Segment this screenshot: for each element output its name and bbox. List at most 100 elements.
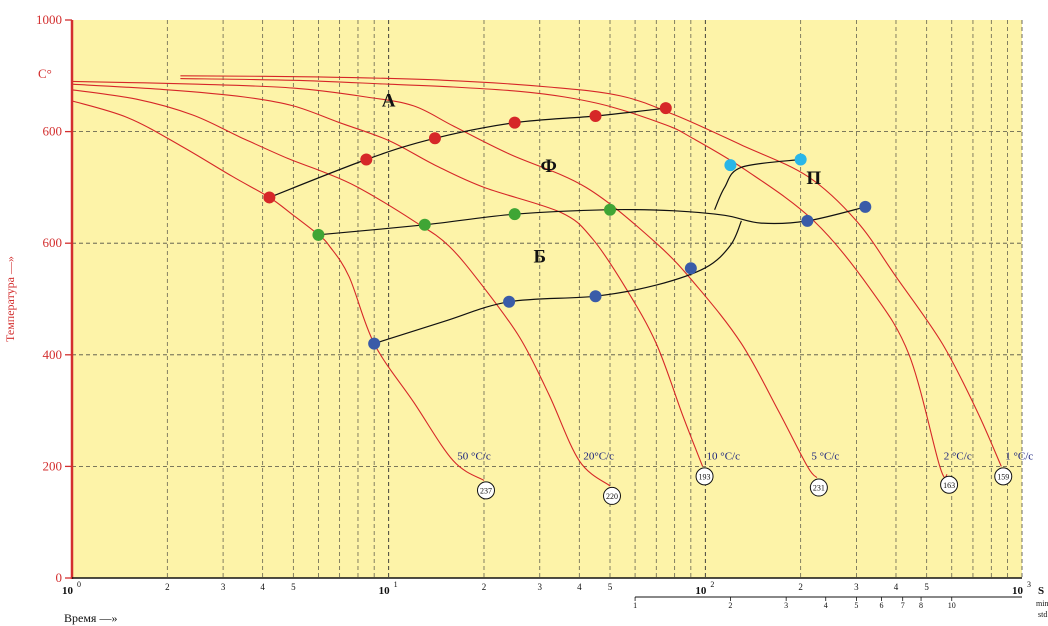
y-tick-labels: 0 200 400 600 600 1000 bbox=[36, 12, 62, 585]
x-minor-tick-label: 5 bbox=[291, 582, 296, 592]
minutes-tick-label: 2 bbox=[728, 601, 732, 610]
y-tick-label: 600 bbox=[43, 235, 63, 250]
transformation-marker bbox=[794, 153, 807, 166]
transformation-marker bbox=[312, 228, 325, 241]
cooling-rate-label: 1 °C/c bbox=[1005, 450, 1033, 462]
x-minor-tick-label: 4 bbox=[577, 582, 582, 592]
minutes-tick-label: 7 bbox=[901, 601, 905, 610]
cooling-rate-label: 10 °C/c bbox=[707, 450, 741, 462]
transformation-marker bbox=[659, 102, 672, 115]
hardness-value: 193 bbox=[699, 472, 711, 481]
minutes-tick-label: 1 bbox=[633, 601, 637, 610]
cooling-rate-label: 20°C/c bbox=[583, 450, 614, 462]
minutes-tick-label: 6 bbox=[879, 601, 883, 610]
transformation-line bbox=[318, 206, 866, 236]
phase-labels: A Ф Б П bbox=[382, 90, 822, 267]
cooling-rate-label: 5 °C/c bbox=[811, 450, 839, 462]
hardness-badge bbox=[476, 481, 495, 500]
x-major-tick-label: 10 bbox=[1012, 585, 1024, 597]
x-minor-tick-label: 4 bbox=[894, 582, 899, 592]
hardness-value: 220 bbox=[606, 492, 618, 501]
hardness-badge bbox=[695, 467, 714, 486]
transformation-markers bbox=[263, 102, 872, 350]
transformation-marker bbox=[684, 262, 697, 275]
cooling-curve bbox=[71, 83, 704, 467]
phase-label: A bbox=[382, 90, 396, 111]
transformation-marker bbox=[508, 116, 521, 129]
y-tick-label: 200 bbox=[43, 458, 63, 473]
hardness-value: 237 bbox=[480, 486, 492, 495]
y-tick-label: 400 bbox=[43, 347, 63, 362]
transformation-line bbox=[714, 158, 801, 210]
cooling-curve bbox=[71, 80, 818, 478]
phase-label: Б bbox=[533, 247, 546, 268]
x-minor-tick-label: 2 bbox=[482, 582, 487, 592]
hardness-badge bbox=[994, 467, 1013, 486]
minutes-scale: 1 2 3 4 5 6 7 8 10 bbox=[633, 596, 1022, 610]
x-unit-seconds: S bbox=[1038, 585, 1044, 597]
transformation-marker bbox=[418, 218, 431, 231]
minutes-tick-label: 8 bbox=[919, 601, 923, 610]
x-minor-tick-label: 5 bbox=[608, 582, 613, 592]
hardness-value: 163 bbox=[943, 481, 955, 490]
x-minor-tick-label: 2 bbox=[798, 582, 803, 592]
x-minor-tick-label: 2 bbox=[165, 582, 170, 592]
x-minor-tick-label: 5 bbox=[924, 582, 929, 592]
cooling-curve bbox=[71, 89, 611, 487]
x-major-tick-label: 10 bbox=[62, 585, 74, 597]
horizontal-grid bbox=[72, 131, 1022, 467]
hardness-badge bbox=[809, 478, 828, 497]
x-tick-exponent: 2 bbox=[710, 580, 714, 589]
x-tick-exponent: 1 bbox=[394, 580, 398, 589]
x-tick-exponent: 3 bbox=[1027, 580, 1031, 589]
cooling-curves bbox=[71, 75, 1002, 487]
x-tick-exponent: 0 bbox=[77, 580, 81, 589]
x-unit-hours: std bbox=[1038, 610, 1047, 619]
y-axis-title: Температура —» bbox=[3, 256, 17, 342]
hardness-badge bbox=[940, 475, 959, 494]
x-minor-tick-label: 4 bbox=[260, 582, 265, 592]
transformation-marker bbox=[589, 290, 602, 303]
hardness-value: 231 bbox=[813, 484, 825, 493]
transformation-marker bbox=[263, 191, 276, 204]
x-unit-minutes: min bbox=[1036, 599, 1048, 608]
hardness-value: 159 bbox=[997, 472, 1009, 481]
phase-label: Ф bbox=[540, 156, 556, 177]
transformation-marker bbox=[589, 109, 602, 122]
transformation-marker bbox=[503, 295, 516, 308]
y-axis-unit: C° bbox=[38, 66, 52, 81]
minutes-tick-label: 5 bbox=[854, 601, 858, 610]
transformation-marker bbox=[724, 159, 737, 172]
minutes-tick-label: 10 bbox=[948, 601, 956, 610]
axes bbox=[65, 19, 1022, 579]
transformation-line bbox=[374, 220, 742, 345]
minutes-tick-label: 4 bbox=[824, 601, 828, 610]
cooling-rate-label: 50 °C/c bbox=[457, 450, 491, 462]
transformation-marker bbox=[360, 153, 373, 166]
x-axis-title: Время —» bbox=[64, 611, 117, 625]
x-minor-tick-label: 3 bbox=[854, 582, 859, 592]
y-tick-label: 1000 bbox=[36, 12, 62, 27]
transformation-marker bbox=[428, 132, 441, 145]
transformation-marker bbox=[859, 200, 872, 213]
transformation-marker bbox=[604, 203, 617, 216]
transformation-marker bbox=[368, 337, 381, 350]
cooling-rate-label: 2 °C/c bbox=[944, 450, 972, 462]
y-tick-label: 600 bbox=[43, 124, 63, 139]
hardness-badges: 237 220 193 231 163 159 bbox=[476, 467, 1013, 505]
cooling-curve bbox=[180, 78, 948, 479]
transformation-marker bbox=[508, 208, 521, 221]
x-major-tick-label: 10 bbox=[695, 585, 707, 597]
cooling-rate-labels: 50 °C/c 20°C/c 10 °C/c 5 °C/c 2 °C/c 1 °C/c bbox=[457, 450, 1033, 462]
x-minor-tick-label: 3 bbox=[221, 582, 226, 592]
hardness-badge bbox=[603, 486, 622, 505]
phase-label: П bbox=[806, 168, 821, 189]
x-major-tick-label: 10 bbox=[379, 585, 391, 597]
x-minor-tick-label: 3 bbox=[538, 582, 543, 592]
cooling-curve bbox=[180, 75, 1002, 467]
y-tick-label: 0 bbox=[56, 570, 63, 585]
minutes-tick-label: 3 bbox=[784, 601, 788, 610]
transformation-marker bbox=[801, 214, 814, 227]
